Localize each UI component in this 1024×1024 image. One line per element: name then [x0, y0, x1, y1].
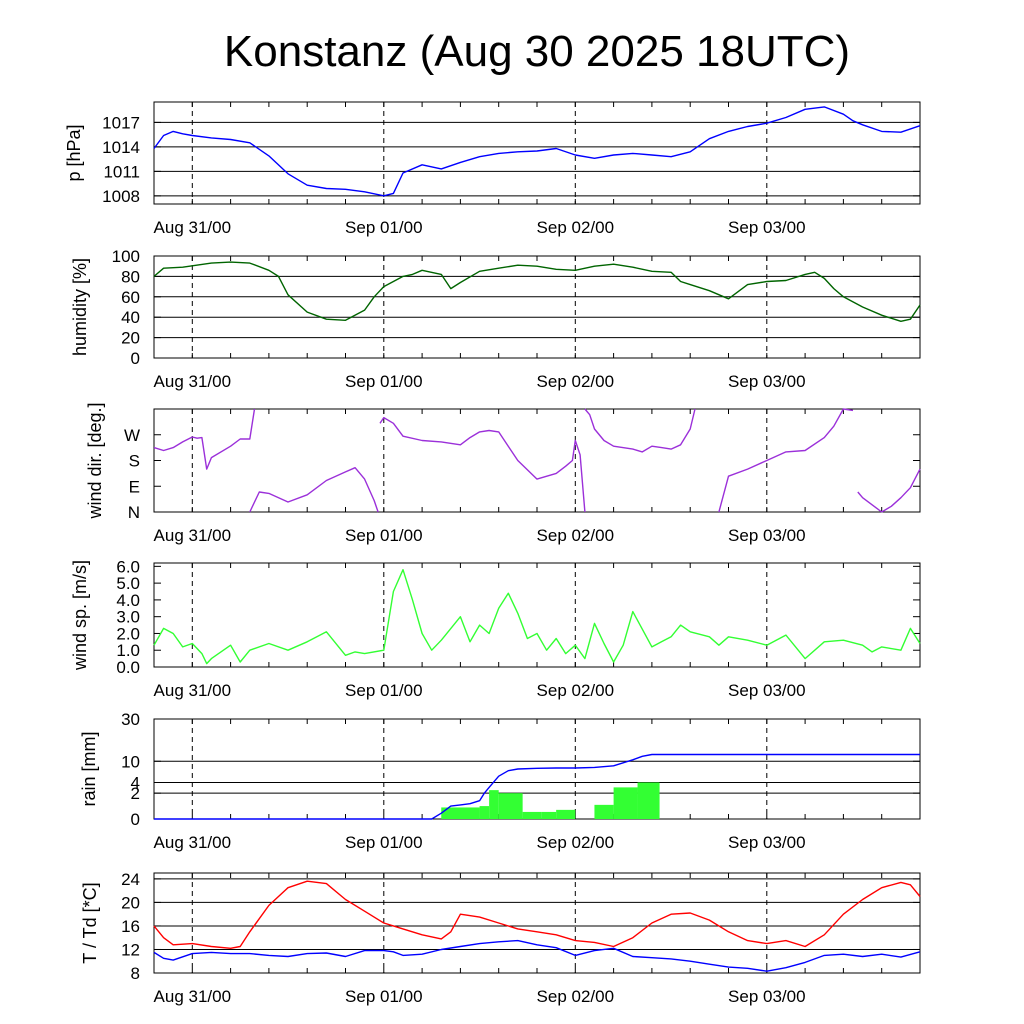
x-tick-label: Aug 31/00: [154, 987, 232, 1006]
rain-bar: [613, 787, 638, 819]
wind_dir-line: [379, 416, 586, 513]
panel-frame: [153, 562, 921, 668]
x-tick-label: Sep 02/00: [537, 833, 615, 852]
x-tick-label: Sep 03/00: [728, 218, 806, 237]
x-tick-label: Aug 31/00: [154, 681, 232, 700]
x-tick-label: Sep 03/00: [728, 681, 806, 700]
x-tick-label: Sep 02/00: [537, 372, 615, 391]
wind_dir-line: [718, 408, 854, 513]
y-tick-label: 0: [131, 349, 140, 368]
rain-bar: [522, 811, 542, 819]
x-tick-label: Sep 01/00: [345, 218, 423, 237]
y-tick-label: 40: [121, 308, 140, 327]
x-tick-label: Sep 01/00: [345, 987, 423, 1006]
y-tick-label: 100: [112, 247, 140, 266]
dewpoint-line: [153, 939, 921, 972]
x-tick-label: Sep 01/00: [345, 526, 423, 545]
y-tick-label: 4: [131, 773, 140, 792]
wind_dir-line: [584, 408, 696, 453]
y-axis-label: rain [mm]: [79, 731, 99, 806]
rain-bar: [441, 807, 480, 819]
y-tick-label: 1014: [102, 138, 140, 157]
y-tick-label: 24: [121, 870, 140, 889]
wind_speed-line: [153, 569, 921, 665]
y-axis-label: humidity [%]: [70, 258, 90, 356]
x-tick-label: Sep 01/00: [345, 372, 423, 391]
y-axis-label: wind dir. [deg.]: [85, 402, 105, 519]
x-tick-label: Aug 31/00: [154, 833, 232, 852]
y-tick-label: 20: [121, 893, 140, 912]
y-tick-label: 16: [121, 917, 140, 936]
x-tick-label: Sep 02/00: [537, 218, 615, 237]
y-tick-label: 8: [131, 964, 140, 983]
y-tick-label: 5.0: [116, 574, 140, 593]
rain-bar: [479, 806, 490, 819]
x-tick-label: Sep 02/00: [537, 526, 615, 545]
y-tick-label: 10: [121, 752, 140, 771]
y-tick-label: 30: [121, 710, 140, 729]
y-tick-label: 4.0: [116, 591, 140, 610]
x-tick-label: Aug 31/00: [154, 218, 232, 237]
y-tick-label: 1008: [102, 187, 140, 206]
x-tick-label: Sep 03/00: [728, 833, 806, 852]
x-tick-label: Sep 03/00: [728, 526, 806, 545]
x-tick-label: Sep 01/00: [345, 681, 423, 700]
chart-title: Konstanz (Aug 30 2025 18UTC): [224, 27, 850, 76]
y-tick-label: E: [129, 477, 140, 496]
panel-frame: [153, 255, 921, 359]
panel-frame: [153, 101, 921, 205]
x-tick-label: Sep 01/00: [345, 833, 423, 852]
rain-bar: [541, 811, 557, 819]
y-tick-label: 2.0: [116, 624, 140, 643]
y-tick-label: 2: [131, 784, 140, 803]
y-tick-label: N: [128, 503, 140, 522]
panel-0: 1008 1011 1014 1017 Aug 31/00 Sep 01/00 Sep 02…: [64, 101, 921, 237]
rain_cumulative-line: [154, 753, 920, 820]
x-tick-label: Sep 02/00: [537, 987, 615, 1006]
panel-frame: [153, 872, 921, 974]
rain-bar: [556, 809, 576, 819]
y-tick-label: 3.0: [116, 608, 140, 627]
y-tick-label: 1.0: [116, 641, 140, 660]
y-tick-label: S: [129, 452, 140, 471]
y-tick-label: 80: [121, 267, 140, 286]
x-tick-label: Sep 03/00: [728, 372, 806, 391]
y-axis-label: T / Td [*C]: [80, 882, 100, 963]
y-tick-label: 12: [121, 940, 140, 959]
y-tick-label: 20: [121, 329, 140, 348]
rain-bar: [498, 793, 523, 819]
wind_dir-line: [857, 491, 883, 513]
panel-5: 8 12 16 20 24 Aug 31/00 Sep 01/00 Sep 02/00 Sep …: [80, 870, 921, 1006]
y-tick-label: 0.0: [116, 658, 140, 677]
temperature-line: [153, 880, 921, 949]
rain-bar: [489, 790, 499, 819]
pressure-line: [153, 106, 921, 197]
x-tick-label: Aug 31/00: [154, 526, 232, 545]
panel-4: 0 24 10 30 Aug 31/00 Sep 01/00 Sep 02/00 Sep 03…: [79, 710, 921, 852]
x-tick-label: Aug 31/00: [154, 372, 232, 391]
panel-frame: [153, 408, 921, 513]
humidity-line: [153, 261, 921, 322]
y-axis-label: wind sp. [m/s]: [70, 560, 90, 671]
y-tick-label: 60: [121, 288, 140, 307]
y-axis-label: p [hPa]: [64, 124, 84, 181]
y-tick-label: 1017: [102, 113, 140, 132]
rain-bar: [594, 804, 614, 819]
y-tick-label: 1011: [103, 162, 140, 181]
x-tick-label: Sep 02/00: [537, 681, 615, 700]
y-tick-label: 6.0: [116, 557, 140, 576]
x-tick-label: Sep 03/00: [728, 987, 806, 1006]
panel-3: 0.01.02.03.04.05.06.0 Aug 31/00 Sep 01/00 S…: [70, 557, 921, 700]
y-tick-label: W: [124, 426, 140, 445]
rain-bar: [637, 782, 660, 819]
y-tick-label: 0: [131, 810, 140, 829]
wind_dir-line: [153, 408, 256, 470]
wind_dir-line: [881, 468, 921, 513]
wind_dir-line: [249, 467, 379, 513]
